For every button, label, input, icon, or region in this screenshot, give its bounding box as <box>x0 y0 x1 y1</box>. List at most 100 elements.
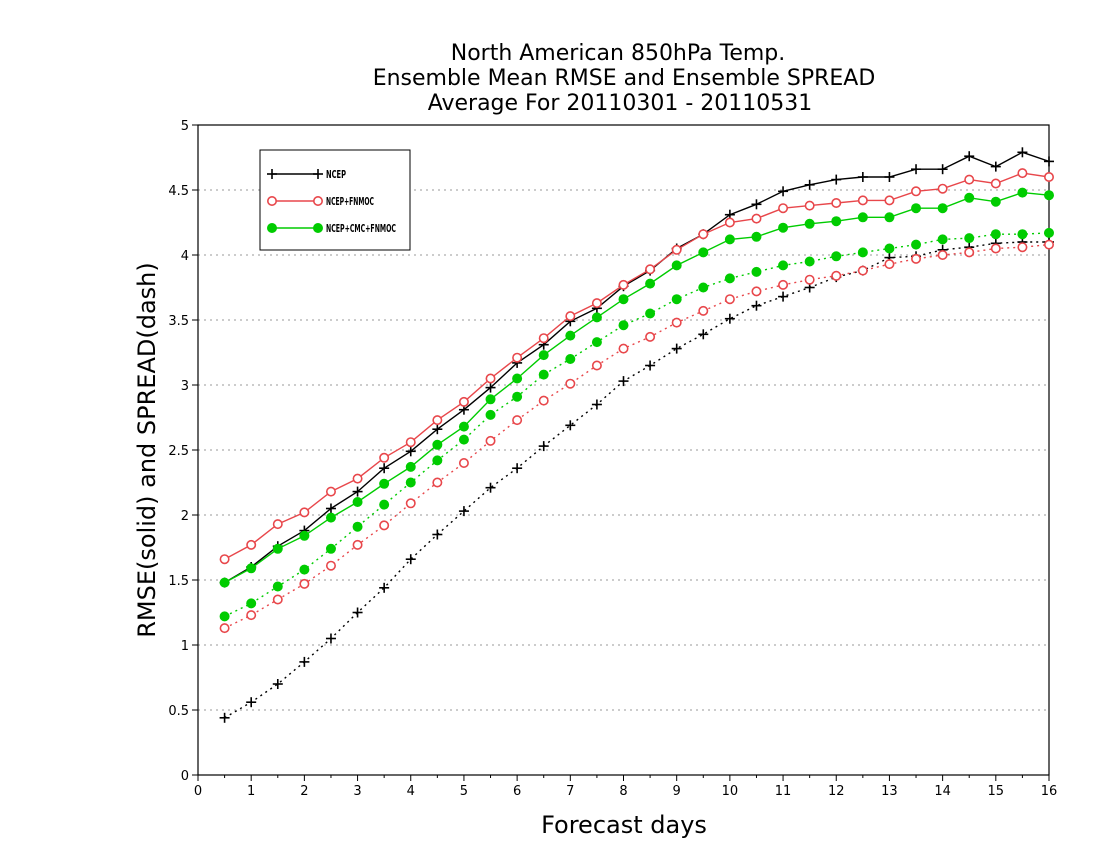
data-point <box>831 198 842 209</box>
data-point <box>1017 168 1028 179</box>
legend-marker <box>266 196 277 207</box>
data-point <box>778 186 789 197</box>
data-point <box>485 482 496 493</box>
data-point <box>246 563 257 574</box>
data-point <box>299 578 310 589</box>
data-point <box>512 352 523 363</box>
data-point <box>379 463 390 474</box>
y-tick-label: 4.5 <box>168 184 189 199</box>
title-line-1: North American 850hPa Temp. <box>451 41 786 66</box>
data-point <box>485 394 496 405</box>
data-point <box>857 247 868 258</box>
data-point <box>645 308 656 319</box>
x-tick-label: 14 <box>934 784 951 799</box>
data-point <box>804 200 815 211</box>
data-point <box>884 195 895 206</box>
data-point <box>645 360 656 371</box>
data-point <box>698 282 709 293</box>
data-point <box>831 174 842 185</box>
data-point <box>751 213 762 224</box>
data-point <box>512 415 523 426</box>
title-line-3: Average For 20110301 - 20110531 <box>428 91 813 116</box>
data-point <box>432 439 443 450</box>
data-point <box>432 477 443 488</box>
data-point <box>751 266 762 277</box>
data-point <box>379 478 390 489</box>
data-point <box>538 333 549 344</box>
y-tick-label: 0.5 <box>168 704 189 719</box>
data-point <box>964 192 975 203</box>
series-line <box>224 151 1050 584</box>
data-point <box>565 354 576 364</box>
data-point <box>538 441 549 452</box>
data-point <box>432 529 443 540</box>
data-point <box>219 554 230 565</box>
series-5 <box>219 227 1054 622</box>
data-point <box>405 446 416 457</box>
data-point <box>937 203 948 214</box>
data-point <box>512 463 523 474</box>
data-point <box>831 216 842 227</box>
data-point <box>964 233 975 244</box>
data-point <box>884 212 895 223</box>
y-tick-label: 2.5 <box>168 444 189 459</box>
data-point <box>618 376 629 387</box>
series-4 <box>219 239 1055 634</box>
x-tick-label: 13 <box>881 784 898 799</box>
data-point <box>565 378 576 389</box>
data-point <box>990 196 1001 207</box>
data-point <box>272 519 283 530</box>
data-point <box>964 247 975 258</box>
data-point <box>911 203 922 214</box>
data-point <box>538 395 549 406</box>
data-point <box>778 222 789 233</box>
y-tick-label: 1 <box>181 639 189 654</box>
data-point <box>724 217 735 228</box>
data-point <box>352 473 363 484</box>
data-point <box>751 231 762 242</box>
data-point <box>458 434 469 445</box>
data-point <box>379 499 390 510</box>
data-point <box>512 391 523 402</box>
data-point <box>325 486 336 497</box>
legend-marker <box>312 196 323 207</box>
data-point <box>671 260 682 271</box>
data-point <box>352 607 363 618</box>
data-point <box>751 286 762 297</box>
data-point <box>990 178 1001 189</box>
data-point <box>911 253 922 264</box>
y-tick-label: 4 <box>181 249 189 264</box>
data-point <box>698 329 709 340</box>
data-point <box>405 437 416 448</box>
data-point <box>485 409 496 420</box>
series-3 <box>219 237 1054 723</box>
data-point <box>831 270 842 281</box>
x-tick-label: 3 <box>353 784 361 799</box>
data-point <box>325 543 336 554</box>
x-tick-label: 8 <box>619 784 627 799</box>
legend-label: NCEP+FNMOC <box>326 195 374 208</box>
legend-marker <box>267 223 277 233</box>
x-tick-label: 5 <box>460 784 468 799</box>
x-tick-label: 2 <box>300 784 308 799</box>
data-point <box>698 247 709 258</box>
data-point <box>1017 229 1028 240</box>
legend-marker <box>313 169 323 179</box>
data-point <box>698 305 709 316</box>
data-point <box>219 712 230 723</box>
data-point <box>379 582 390 593</box>
data-point <box>671 244 682 255</box>
series-line <box>224 232 1050 618</box>
legend: NCEP NCEP+FNMOC NCEP+CMC+FNMOC <box>259 149 411 251</box>
data-point <box>1017 242 1028 253</box>
title-line-2: Ensemble Mean RMSE and Ensemble SPREAD <box>373 66 876 91</box>
chart-title: North American 850hPa Temp. Ensemble Mea… <box>373 41 876 116</box>
series-0 <box>219 147 1054 588</box>
data-point <box>591 312 602 323</box>
data-point <box>698 229 709 240</box>
data-point <box>618 294 629 305</box>
data-point <box>778 203 789 214</box>
data-point <box>964 151 975 162</box>
data-point <box>937 250 948 261</box>
